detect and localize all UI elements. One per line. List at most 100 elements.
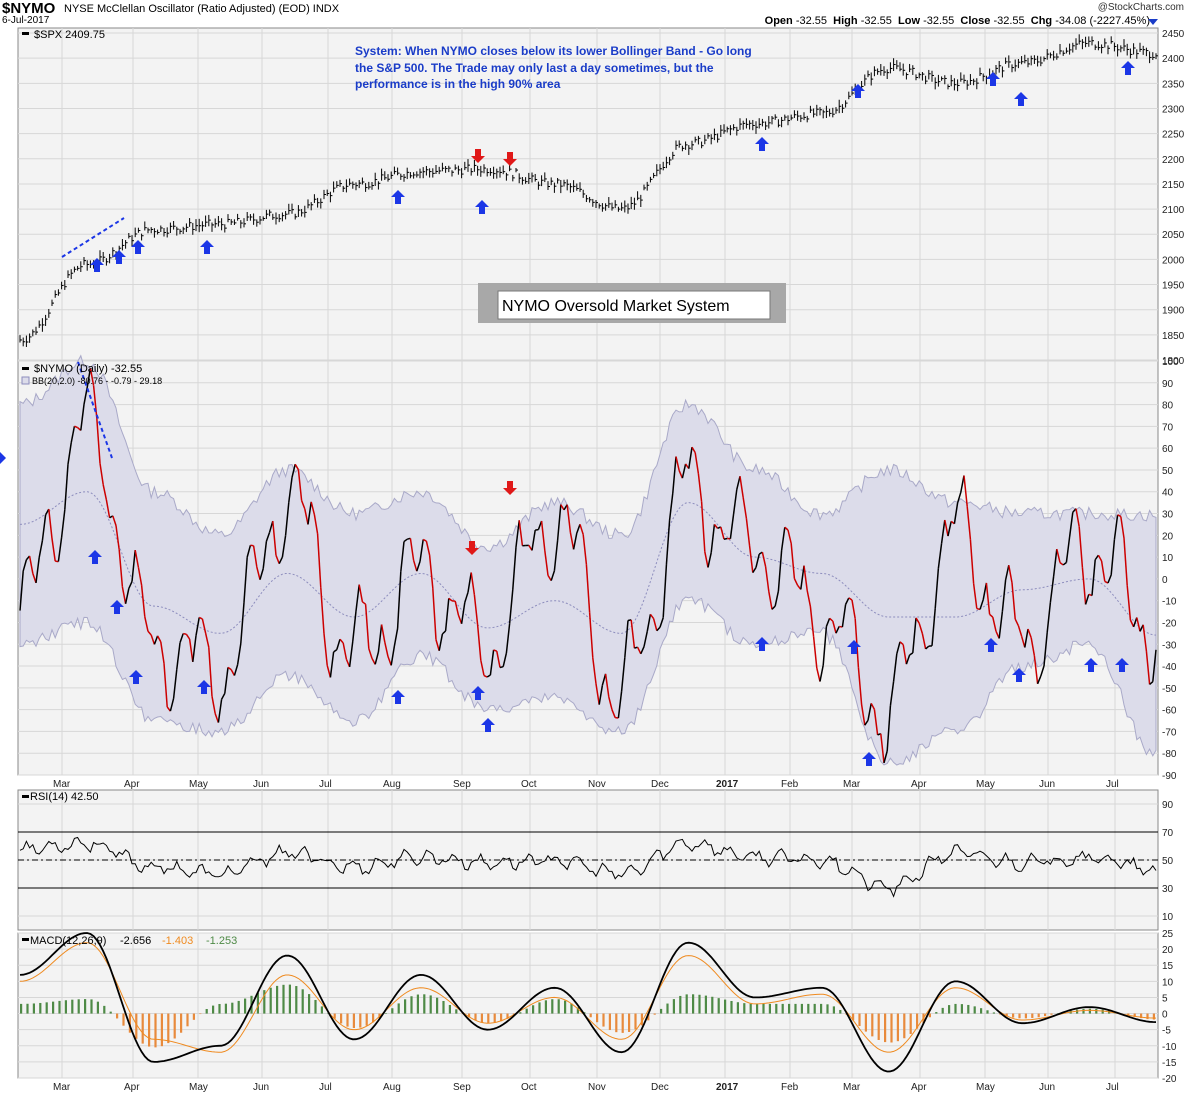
macd-histogram-bar [1088, 1008, 1091, 1014]
x-tick-label: Dec [651, 1082, 669, 1093]
nymo-segment [74, 425, 78, 429]
nymo-segment [188, 638, 194, 662]
macd-histogram-bar [576, 1007, 579, 1014]
nymo-segment [422, 538, 427, 542]
nymo-segment [323, 633, 328, 666]
nymo-segment [316, 533, 322, 588]
macd-histogram-bar [768, 1003, 771, 1014]
macd-histogram-bar [404, 999, 407, 1014]
nymo-segment [780, 527, 786, 551]
annotation-line1: System: When NYMO closes below its lower… [355, 44, 752, 58]
nymo-segment [473, 594, 479, 625]
macd-histogram-bar [109, 1011, 112, 1014]
x-tick-label: Feb [781, 1082, 799, 1093]
nymo-segment [19, 570, 24, 611]
low-label: Low [898, 15, 921, 27]
nymo-segment [944, 519, 949, 537]
annotation-line3: performance is in the high 90% area [355, 77, 561, 91]
chevron-down-icon[interactable] [1148, 19, 1158, 25]
spx-axis-tick-label: 1950 [1162, 281, 1185, 292]
nymo-segment [556, 504, 562, 541]
macd-histogram-bar [698, 994, 701, 1014]
x-tick-label: 2017 [716, 1082, 739, 1093]
nymo-segment [259, 568, 264, 580]
spx-axis-tick-label: 2350 [1162, 79, 1185, 90]
spx-legend: $SPX 2409.75 [34, 29, 105, 41]
nymo-segment [153, 635, 159, 645]
nymo-segment [736, 476, 741, 490]
nymo-segment [1100, 560, 1106, 582]
x-tick-label: Apr [124, 779, 140, 790]
nymo-segment [1033, 655, 1039, 684]
macd-histogram-bar [871, 1013, 874, 1037]
macd-histogram-bar [608, 1013, 611, 1031]
nymo-segment [102, 484, 108, 501]
macd-histogram-bar [352, 1013, 355, 1029]
nymo-segment [851, 599, 856, 619]
macd-histogram-bar [749, 1003, 752, 1014]
nymo-segment [192, 635, 197, 662]
nymo-segment [83, 387, 88, 405]
nymo-segment [185, 633, 191, 640]
nymo-segment [803, 565, 808, 591]
macd-histogram-bar [333, 1013, 336, 1019]
nymo-segment [886, 705, 892, 752]
nymo-segment [1081, 567, 1087, 605]
nymo-segment [956, 492, 962, 504]
nymo-segment [1004, 565, 1010, 581]
nymo-segment [201, 618, 207, 634]
macd-histogram-bar [45, 1002, 48, 1014]
symbol-description: NYSE McClellan Oscillator (Ratio Adjuste… [64, 3, 340, 15]
nymo-segment [870, 702, 876, 710]
nymo-segment [1110, 539, 1116, 575]
macd-histogram-bar [263, 990, 266, 1014]
nymo-segment [806, 590, 812, 607]
x-tick-label: Sep [453, 779, 471, 790]
nymo-axis-tick-label: -20 [1162, 618, 1177, 629]
nymo-segment [313, 514, 319, 534]
nymo-segment [540, 520, 546, 551]
nymo-segment [217, 699, 223, 723]
nymo-segment [131, 550, 136, 582]
buy-arrow [131, 240, 145, 254]
nymo-segment [1142, 624, 1148, 652]
nymo-segment [774, 590, 780, 607]
spx-legend-swatch [22, 32, 29, 35]
nymo-segment [947, 521, 952, 537]
nymo-segment [681, 463, 687, 479]
buy-arrow [1115, 658, 1129, 672]
buy-arrow [1121, 61, 1135, 75]
nymo-segment [998, 611, 1004, 639]
macd-histogram-bar [192, 1013, 195, 1020]
nymo-segment [393, 628, 399, 647]
nymo-segment [419, 539, 424, 562]
x-tick-label: Nov [588, 779, 606, 790]
nymo-segment [832, 620, 837, 634]
nymo-segment [992, 617, 997, 632]
nymo-segment [499, 665, 504, 669]
macd-histogram-bar [77, 999, 80, 1014]
nymo-segment [51, 538, 56, 562]
macd-histogram-bar [538, 1002, 541, 1014]
x-tick-label: Apr [124, 1082, 140, 1093]
nymo-segment [588, 612, 594, 658]
macd-histogram-bar [935, 1012, 938, 1014]
nymo-segment [1059, 561, 1064, 566]
nymo-legend: $NYMO (Daily) -32.55 [34, 363, 142, 375]
macd-histogram-bar [704, 995, 707, 1014]
nymo-segment [825, 617, 831, 627]
nymo-segment [99, 463, 104, 485]
nymo-segment [333, 648, 338, 653]
nymo-segment [729, 513, 735, 539]
nymo-segment [470, 572, 476, 596]
x-tick-label: 2017 [716, 779, 739, 790]
nymo-segment [89, 368, 95, 386]
nymo-segment [1046, 602, 1052, 633]
nymo-segment [697, 473, 703, 502]
nymo-segment [909, 652, 914, 656]
nymo-segment [112, 515, 117, 526]
macd-histogram-bar [724, 999, 727, 1014]
nymo-axis-tick-label: 20 [1162, 531, 1174, 542]
macd-histogram-bar [800, 1003, 803, 1014]
macd-histogram-bar [864, 1013, 867, 1032]
